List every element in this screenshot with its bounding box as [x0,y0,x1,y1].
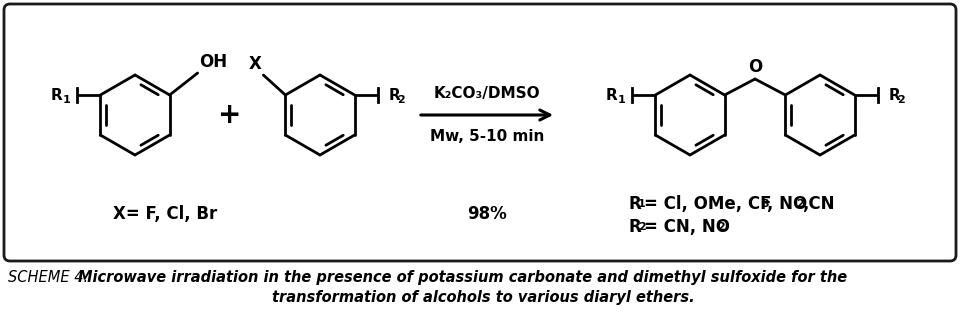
Text: 2: 2 [638,222,645,232]
Text: 98%: 98% [468,205,507,223]
Text: 2: 2 [796,199,804,209]
Text: R: R [628,218,640,236]
Text: 2: 2 [397,95,405,105]
Text: OH: OH [199,53,227,71]
Text: = CN, NO: = CN, NO [644,218,730,236]
Text: R: R [606,87,617,102]
Text: R: R [50,87,63,102]
Text: O: O [748,58,762,76]
Text: ,CN: ,CN [802,195,835,213]
Text: = Cl, OMe, CF: = Cl, OMe, CF [644,195,772,213]
Text: 1: 1 [63,95,71,105]
Text: R: R [889,87,900,102]
FancyBboxPatch shape [4,4,956,261]
Text: K₂CO₃/DMSO: K₂CO₃/DMSO [434,86,540,101]
Text: +: + [218,101,242,129]
Text: X= F, Cl, Br: X= F, Cl, Br [113,205,217,223]
Text: R: R [628,195,640,213]
Text: SCHEME 4.: SCHEME 4. [8,270,88,285]
Text: 1: 1 [617,95,625,105]
Text: transformation of alcohols to various diaryl ethers.: transformation of alcohols to various di… [271,290,695,305]
Text: 3: 3 [761,199,769,209]
Text: 2: 2 [717,222,724,232]
Text: 1: 1 [638,199,645,209]
Text: Mw, 5-10 min: Mw, 5-10 min [430,129,544,144]
Text: R: R [388,87,400,102]
Text: 2: 2 [896,95,904,105]
Text: X: X [248,55,262,73]
Text: , NO: , NO [767,195,808,213]
Text: Microwave irradiation in the presence of potassium carbonate and dimethyl sulfox: Microwave irradiation in the presence of… [78,270,847,285]
